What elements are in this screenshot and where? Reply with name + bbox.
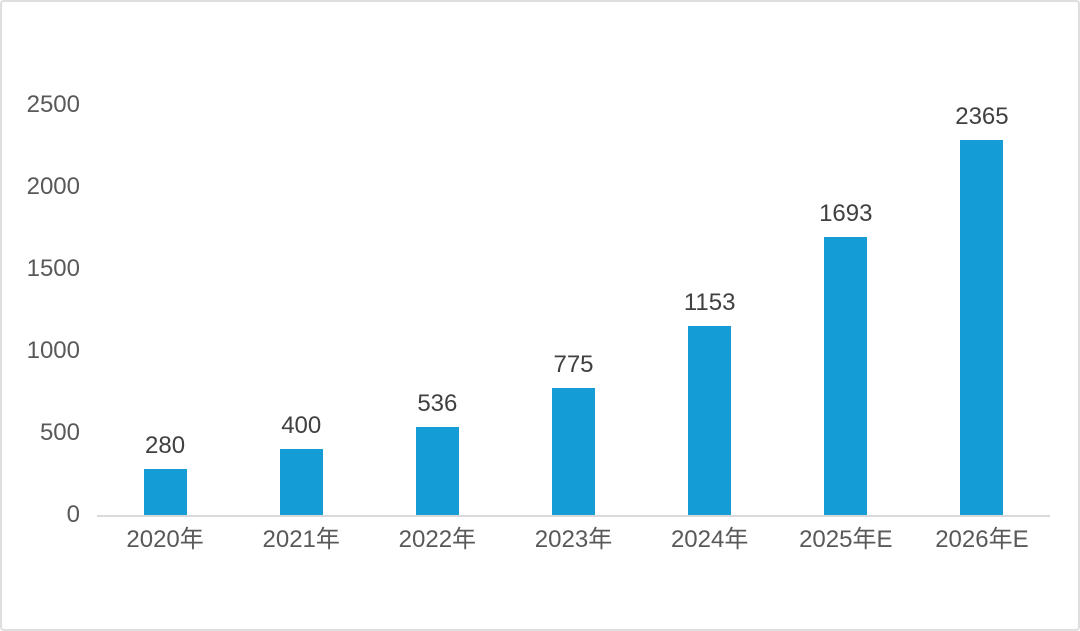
bar-column: 2365 [914,105,1050,515]
y-axis-tick-label: 1500 [26,255,80,282]
x-axis-category-label: 2024年 [670,526,749,553]
y-axis-tick-label: 2000 [26,173,80,200]
y-axis-tick-label: 2500 [26,91,80,118]
bar [824,237,868,515]
plot-area: 280 400 536 775 1153 1693 2365 [97,105,1050,517]
y-axis-tick-label: 1000 [26,337,80,364]
bar-column: 400 [233,105,369,515]
bars-row: 280 400 536 775 1153 1693 2365 [97,105,1050,515]
x-axis-category-label: 2022年 [398,526,477,553]
bar-value-label: 280 [145,432,186,460]
bar-column: 536 [369,105,505,515]
bar-value-label: 2365 [955,103,1009,130]
x-axis-category-label: 2020年 [126,526,204,553]
bar-value-label: 1153 [683,288,736,316]
bar [143,469,187,515]
y-axis: 0 500 1000 1500 2000 2500 [8,93,80,527]
bar-value-label: 536 [417,390,458,418]
x-axis-category-label: 2025年E [799,526,893,553]
bar-value-label: 1693 [819,200,873,228]
bar-value-label: 400 [281,412,322,440]
bar [960,140,1004,515]
bar-column: 1153 [642,105,778,515]
bar-column: 1693 [778,105,914,515]
x-axis-labels: 2020年 2021年 2022年 2023年 2024年 2025年E 2026年E [97,525,1050,555]
x-axis-category-label: 2023年 [534,526,613,553]
bar-value-label: 775 [553,350,594,378]
bar [551,387,595,515]
bar-column: 280 [97,105,233,515]
bar [279,449,323,515]
bar-column: 775 [505,105,641,515]
y-axis-tick-label: 0 [66,501,80,528]
y-axis-tick-label: 500 [39,419,80,446]
x-axis-category-label: 2026年E [935,526,1029,553]
bar [688,325,732,515]
x-axis-category-label: 2021年 [262,526,340,553]
bar [415,427,459,515]
